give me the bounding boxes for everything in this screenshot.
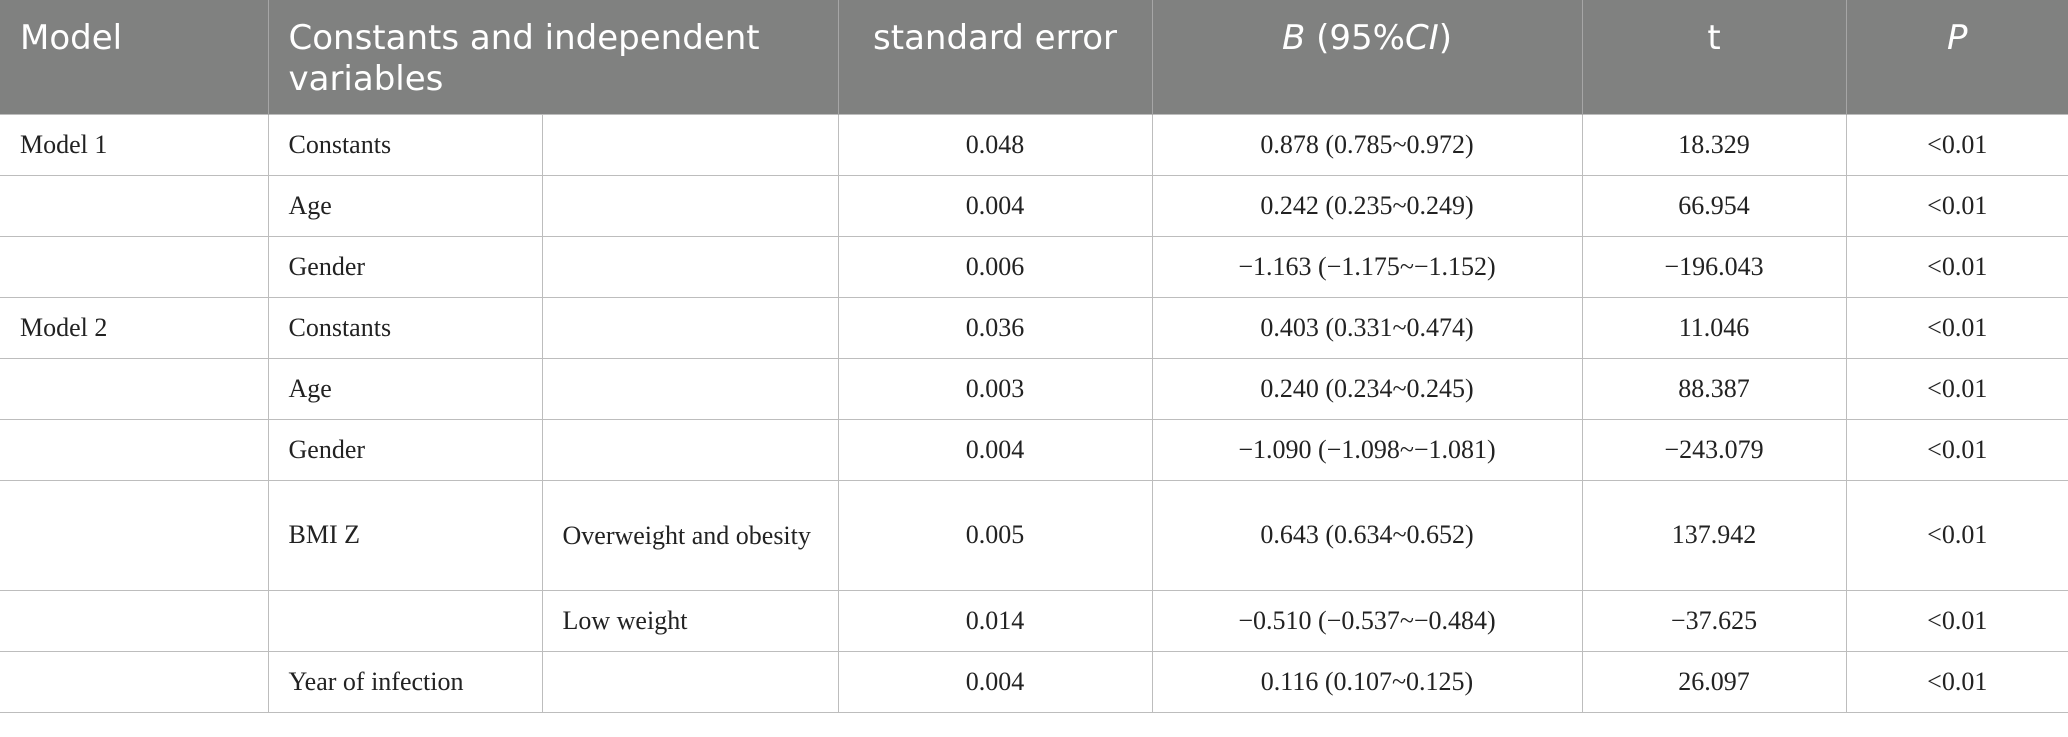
cell-variable: Age: [267, 174, 542, 236]
header-b-close: ): [1438, 18, 1453, 58]
cell-p: <0.01: [1845, 418, 2068, 480]
cell-p: <0.01: [1845, 235, 2068, 297]
cell-standard-error: 0.014: [837, 589, 1153, 651]
cell-standard-error: 0.005: [837, 479, 1153, 590]
cell-t: 18.329: [1581, 113, 1847, 175]
cell-model: Model 2: [0, 296, 268, 358]
header-model: Model: [0, 0, 268, 114]
table-row: BMI Z Overweight and obesity 0.005 0.643…: [0, 479, 2068, 590]
header-standard-error: standard error: [837, 0, 1153, 114]
cell-standard-error: 0.036: [837, 296, 1153, 358]
table-row: Gender 0.006 −1.163 (−1.175~−1.152) −196…: [0, 235, 2068, 297]
cell-model: [0, 357, 268, 419]
cell-subcategory: [541, 296, 839, 358]
cell-p: <0.01: [1845, 174, 2068, 236]
header-b-ci-italic: CI: [1404, 18, 1439, 58]
header-t: t: [1581, 0, 1847, 114]
cell-variable: Age: [267, 357, 542, 419]
cell-t: 137.942: [1581, 479, 1847, 590]
cell-variable: BMI Z: [267, 479, 542, 590]
header-p: P: [1845, 0, 2068, 114]
cell-b-ci: 0.240 (0.234~0.245): [1151, 357, 1583, 419]
cell-t: −196.043: [1581, 235, 1847, 297]
table-row: Low weight 0.014 −0.510 (−0.537~−0.484) …: [0, 589, 2068, 651]
cell-t: −243.079: [1581, 418, 1847, 480]
cell-b-ci: 0.116 (0.107~0.125): [1151, 650, 1583, 713]
table-row: Gender 0.004 −1.090 (−1.098~−1.081) −243…: [0, 418, 2068, 480]
header-row: Model Constants and independent variable…: [0, 0, 2068, 114]
cell-p: <0.01: [1845, 479, 2068, 590]
cell-t: −37.625: [1581, 589, 1847, 651]
table-row: Model 2 Constants 0.036 0.403 (0.331~0.4…: [0, 296, 2068, 358]
cell-subcategory: [541, 418, 839, 480]
table-row: Age 0.004 0.242 (0.235~0.249) 66.954 <0.…: [0, 174, 2068, 236]
header-p-letter: P: [1947, 18, 1968, 58]
cell-standard-error: 0.004: [837, 418, 1153, 480]
cell-model: Model 1: [0, 113, 268, 175]
cell-model: [0, 479, 268, 590]
cell-b-ci: 0.242 (0.235~0.249): [1151, 174, 1583, 236]
cell-variable: Year of infection: [267, 650, 542, 713]
cell-subcategory: Low weight: [541, 589, 839, 651]
cell-standard-error: 0.006: [837, 235, 1153, 297]
cell-variable: Constants: [267, 296, 542, 358]
cell-variable: Gender: [267, 418, 542, 480]
cell-subcategory: [541, 113, 839, 175]
cell-t: 88.387: [1581, 357, 1847, 419]
table-row: Year of infection 0.004 0.116 (0.107~0.1…: [0, 650, 2068, 713]
cell-subcategory: Overweight and obesity: [541, 479, 839, 590]
cell-subcategory: [541, 650, 839, 713]
cell-b-ci: 0.403 (0.331~0.474): [1151, 296, 1583, 358]
cell-b-ci: 0.878 (0.785~0.972): [1151, 113, 1583, 175]
cell-model: [0, 650, 268, 713]
cell-variable: [267, 589, 542, 651]
header-b-ci: B (95%CI): [1151, 0, 1583, 114]
cell-standard-error: 0.003: [837, 357, 1153, 419]
header-b-letter: B: [1282, 18, 1306, 58]
cell-b-ci: −1.163 (−1.175~−1.152): [1151, 235, 1583, 297]
cell-b-ci: −0.510 (−0.537~−0.484): [1151, 589, 1583, 651]
cell-standard-error: 0.004: [837, 650, 1153, 713]
cell-p: <0.01: [1845, 296, 2068, 358]
header-b-suffix: (95%: [1305, 18, 1405, 58]
cell-variable: Constants: [267, 113, 542, 175]
cell-subcategory: [541, 357, 839, 419]
cell-subcategory: [541, 174, 839, 236]
cell-standard-error: 0.048: [837, 113, 1153, 175]
cell-model: [0, 589, 268, 651]
cell-t: 11.046: [1581, 296, 1847, 358]
cell-model: [0, 418, 268, 480]
cell-p: <0.01: [1845, 113, 2068, 175]
cell-model: [0, 235, 268, 297]
header-constants-variables: Constants and independent variables: [267, 0, 839, 114]
table-header: Model Constants and independent variable…: [0, 0, 2068, 114]
cell-standard-error: 0.004: [837, 174, 1153, 236]
cell-b-ci: −1.090 (−1.098~−1.081): [1151, 418, 1583, 480]
cell-t: 66.954: [1581, 174, 1847, 236]
cell-p: <0.01: [1845, 589, 2068, 651]
cell-subcategory: [541, 235, 839, 297]
table-body: Model 1 Constants 0.048 0.878 (0.785~0.9…: [0, 113, 2068, 713]
table-row: Model 1 Constants 0.048 0.878 (0.785~0.9…: [0, 113, 2068, 175]
cell-b-ci: 0.643 (0.634~0.652): [1151, 479, 1583, 590]
cell-p: <0.01: [1845, 357, 2068, 419]
cell-variable: Gender: [267, 235, 542, 297]
regression-table: Model Constants and independent variable…: [0, 0, 2068, 713]
cell-p: <0.01: [1845, 650, 2068, 713]
cell-t: 26.097: [1581, 650, 1847, 713]
cell-model: [0, 174, 268, 236]
table-row: Age 0.003 0.240 (0.234~0.245) 88.387 <0.…: [0, 357, 2068, 419]
